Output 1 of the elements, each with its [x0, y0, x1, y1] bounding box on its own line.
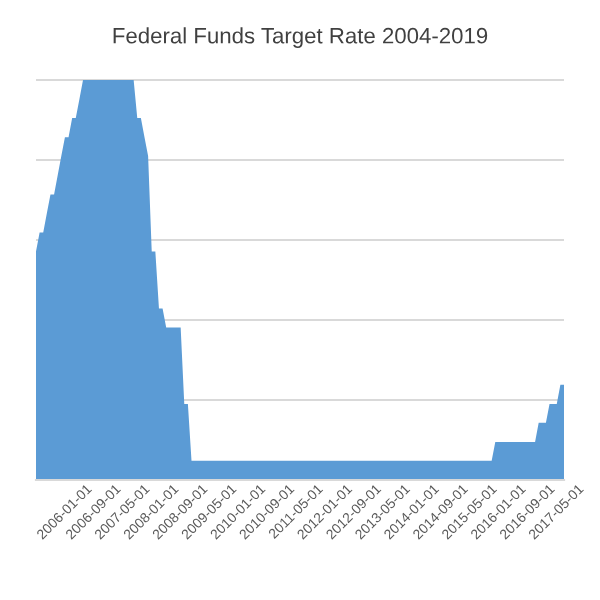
- chart-title: Federal Funds Target Rate 2004-2019: [113, 27, 488, 48]
